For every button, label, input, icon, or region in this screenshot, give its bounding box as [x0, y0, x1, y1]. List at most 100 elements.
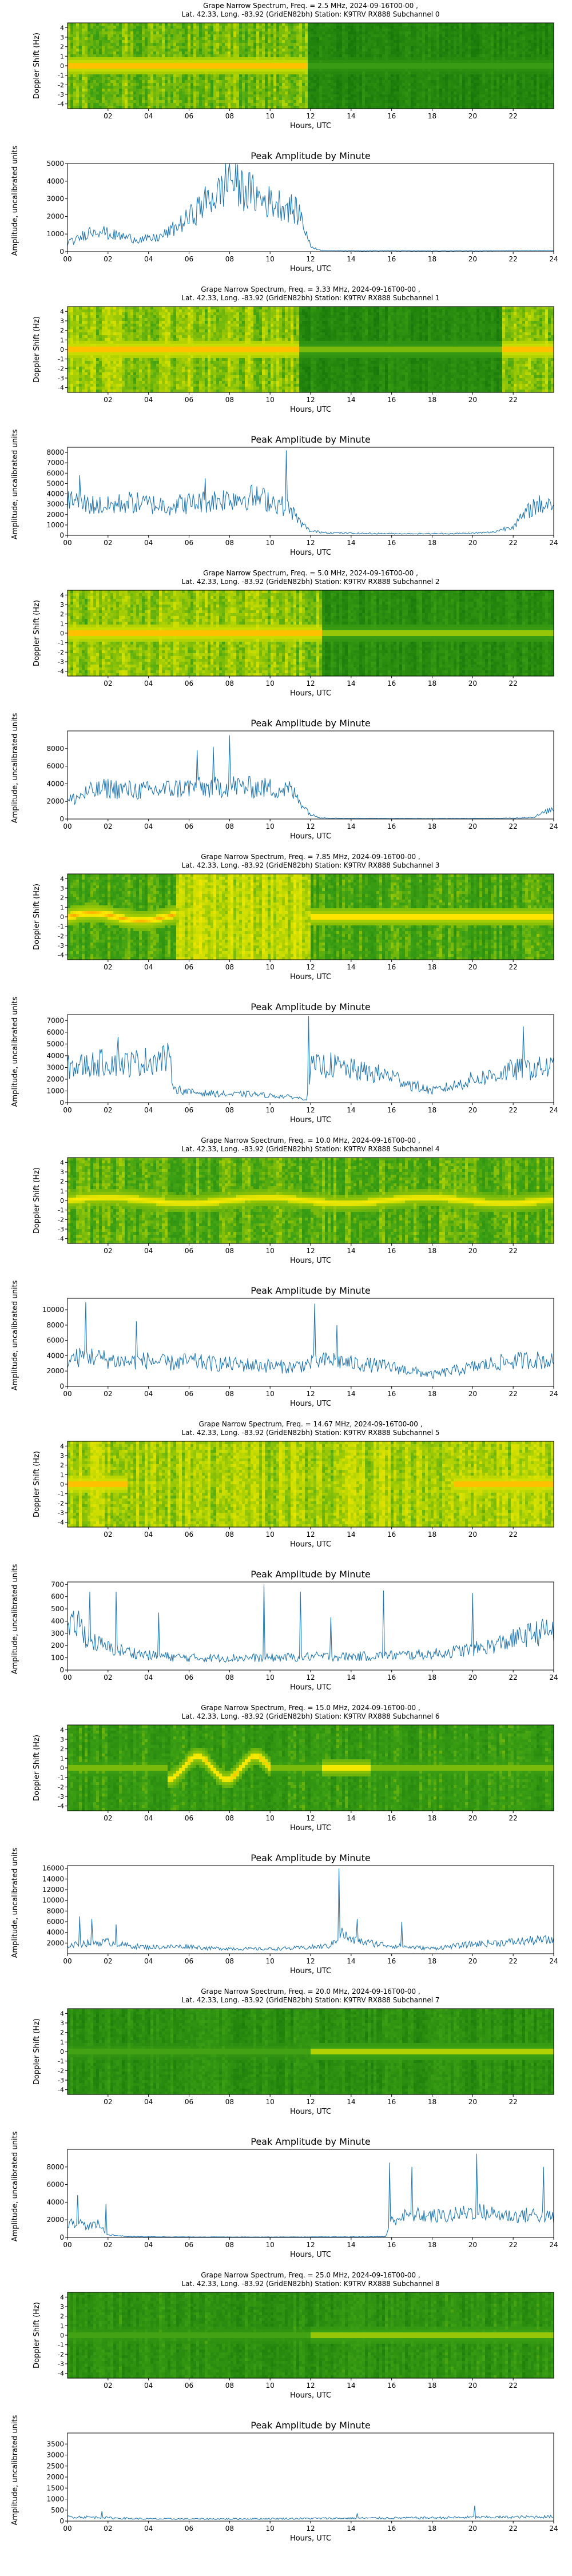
- spectrogram-cell: [148, 86, 151, 89]
- spectrogram-cell: [216, 103, 220, 106]
- spectrogram-cell: [168, 31, 171, 35]
- spectrogram-cell: [125, 60, 128, 63]
- spectrogram-cell: [73, 94, 77, 98]
- spectrogram-cell: [291, 29, 294, 32]
- spectrogram-cell: [213, 66, 217, 69]
- spectrogram-cell: [305, 34, 308, 38]
- spectrogram-cell: [145, 34, 148, 38]
- spectrogram-cell: [153, 54, 157, 58]
- spectrogram-cell: [259, 103, 263, 106]
- spectrogram-cell: [273, 89, 277, 92]
- spectrogram-cell: [213, 97, 217, 101]
- spectrogram-cell: [251, 34, 254, 38]
- spectrogram-cell: [276, 51, 280, 55]
- spectrogram-cell: [188, 71, 191, 75]
- spectrogram-cell: [308, 26, 311, 29]
- spectrogram-cell: [185, 66, 188, 69]
- spectrogram-cell: [285, 63, 288, 66]
- spectrogram-cell: [148, 51, 151, 55]
- spectrogram-cell: [88, 66, 91, 69]
- spectrogram-cell: [148, 54, 151, 58]
- spectrogram-cell: [76, 63, 80, 66]
- spectrogram-cell: [233, 34, 237, 38]
- spectrogram-cell: [110, 100, 114, 104]
- spectrogram-cell: [119, 77, 122, 81]
- spectrogram-cell: [113, 80, 117, 84]
- spectrogram-cell: [239, 63, 243, 66]
- spectrogram-cell: [116, 80, 120, 84]
- spectrogram-cell: [148, 23, 151, 26]
- spectrogram-cell: [293, 71, 297, 75]
- spectrogram-cell: [196, 83, 200, 86]
- spectrogram-cell: [142, 49, 145, 52]
- spectrogram-cell: [225, 31, 228, 35]
- spectrogram-cell: [219, 100, 223, 104]
- spectrogram-cell: [285, 71, 288, 75]
- spectrogram-cell: [125, 66, 128, 69]
- spectrogram-cell: [148, 34, 151, 38]
- spectrogram-cell: [285, 37, 288, 41]
- spectrogram-cell: [299, 103, 303, 106]
- spectrogram-cell: [265, 97, 268, 101]
- spectrogram-cell: [105, 94, 108, 98]
- spectrogram-cell: [179, 66, 182, 69]
- spectrogram-cell: [90, 29, 94, 32]
- spectrogram-cell: [213, 49, 217, 52]
- spectrogram-cell: [70, 60, 74, 63]
- spectrogram-cell: [271, 46, 274, 49]
- spectrogram-cell: [110, 37, 114, 41]
- spectrogram-cell: [296, 49, 300, 52]
- spectrogram-cell: [271, 34, 274, 38]
- spectrogram-cell: [245, 74, 248, 78]
- spectrogram-cell: [136, 80, 140, 84]
- spectrogram-cell: [110, 103, 114, 106]
- spectrogram-cell: [79, 51, 82, 55]
- spectrogram-cell: [110, 57, 114, 61]
- spectrogram-cell: [88, 54, 91, 58]
- spectrogram-cell: [193, 51, 197, 55]
- spectrogram-cell: [288, 86, 291, 89]
- spectrogram-cell: [88, 80, 91, 84]
- spectrogram-cell: [133, 51, 137, 55]
- spectrogram-cell: [193, 71, 197, 75]
- spectrogram-cell: [99, 94, 102, 98]
- spectrogram-cell: [82, 71, 85, 75]
- spectrogram-cell: [70, 40, 74, 43]
- spectrogram-cell: [259, 66, 263, 69]
- spectrogram-cell: [176, 34, 180, 38]
- spectrogram-cell: [67, 43, 71, 46]
- spectrogram-cell: [105, 97, 108, 101]
- spectrogram-cell: [119, 89, 122, 92]
- spectrogram-cell: [291, 69, 294, 72]
- spectrogram-cell: [293, 49, 297, 52]
- spectrogram-cell: [253, 74, 257, 78]
- spectrogram-cell: [271, 103, 274, 106]
- spectrogram-cell: [253, 29, 257, 32]
- spectrogram-cell: [128, 63, 131, 66]
- spectrogram-cell: [93, 51, 97, 55]
- spectrogram-cell: [113, 83, 117, 86]
- spectrogram-cell: [325, 71, 328, 75]
- spectrogram-cell: [139, 63, 142, 66]
- spectrogram-cell: [305, 94, 308, 98]
- spectrogram-cell: [313, 43, 317, 46]
- spectrogram-cell: [179, 80, 182, 84]
- spectrogram-cell: [265, 86, 268, 89]
- spectrogram-cell: [153, 49, 157, 52]
- spectrogram-cell: [190, 103, 194, 106]
- spectrogram-cell: [73, 26, 77, 29]
- spectrogram-cell: [316, 54, 320, 58]
- spectrogram-cell: [182, 83, 185, 86]
- spectrogram-cell: [119, 37, 122, 41]
- spectrogram-cell: [259, 40, 263, 43]
- spectrogram-cell: [67, 29, 71, 32]
- spectrogram-cell: [276, 71, 280, 75]
- spectrogram-cell: [245, 49, 248, 52]
- spectrogram-cell: [242, 37, 245, 41]
- spectrogram-cell: [291, 86, 294, 89]
- spectrogram-cell: [193, 97, 197, 101]
- spectrogram-cell: [88, 43, 91, 46]
- spectrogram-cell: [122, 46, 125, 49]
- spectrogram-cell: [228, 43, 231, 46]
- spectrogram-cell: [128, 83, 131, 86]
